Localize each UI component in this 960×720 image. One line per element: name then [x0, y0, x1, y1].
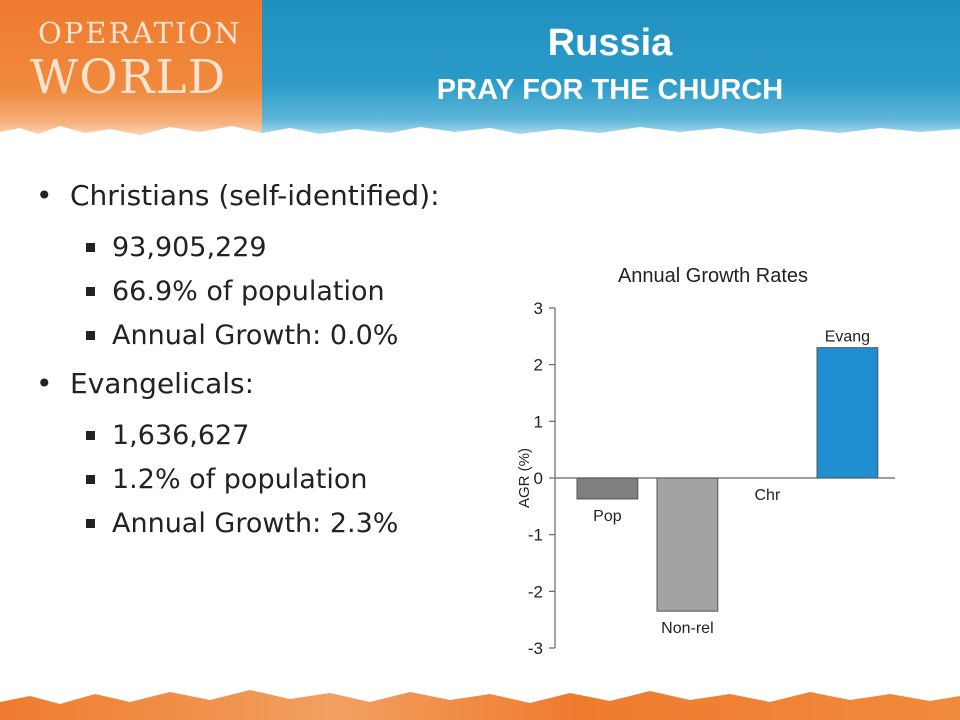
sub-bullet-text: 93,905,229 [112, 232, 267, 263]
page-title: Russia [547, 22, 673, 64]
sub-bullet-text: 1,636,627 [112, 420, 250, 451]
sub-bullet-item: 1,636,627 [36, 414, 516, 458]
logo-operation-text: OPERATION [38, 16, 242, 50]
header-banner: OPERATION WORLD Russia PRAY FOR THE CHUR… [0, 0, 960, 150]
bullet-christians: • Christians (self-identified): [36, 176, 516, 216]
bullet-label: Christians (self-identified): [70, 179, 440, 212]
category-label: Non-rel [661, 620, 713, 637]
square-bullet-icon [86, 331, 95, 340]
y-tick-label: 3 [534, 299, 543, 318]
bar-pop [576, 477, 639, 500]
christians-sublist: 93,905,229 66.9% of population Annual Gr… [36, 226, 516, 358]
chart-title: Annual Growth Rates [618, 265, 808, 287]
logo-world-text: WORLD [30, 50, 227, 105]
bullet-dot-icon: • [36, 179, 53, 212]
square-bullet-icon [86, 475, 95, 484]
bullet-list: • Christians (self-identified): 93,905,2… [36, 176, 516, 552]
banner-orange-background [0, 0, 262, 150]
sub-bullet-text: Annual Growth: 2.3% [112, 508, 399, 539]
annual-growth-chart: Annual Growth Rates AGR (%) 3 2 1 0 -1 -2 -3 Pop N… [516, 265, 895, 658]
sub-bullet-text: 1.2% of population [112, 464, 368, 495]
y-axis-label: AGR (%) [516, 448, 533, 508]
sub-bullet-item: 1.2% of population [36, 458, 516, 502]
sub-bullet-item: Annual Growth: 2.3% [36, 502, 516, 546]
sub-bullet-text: 66.9% of population [112, 276, 385, 307]
square-bullet-icon [86, 287, 95, 296]
footer-decorative-strip [0, 690, 960, 720]
category-label: Chr [755, 487, 781, 504]
bar-evang [816, 347, 879, 479]
y-tick-label: 2 [534, 356, 543, 375]
torn-paper-edge [0, 126, 960, 150]
y-tick-label: 1 [534, 412, 543, 431]
sub-bullet-text: Annual Growth: 0.0% [112, 320, 399, 351]
sub-bullet-item: 93,905,229 [36, 226, 516, 270]
sub-bullet-item: 66.9% of population [36, 270, 516, 314]
bullet-evangelicals: • Evangelicals: [36, 364, 516, 404]
bullet-label: Evangelicals: [70, 367, 255, 400]
y-tick-label: -2 [528, 582, 543, 601]
y-tick-label: -3 [528, 639, 543, 658]
evangelicals-sublist: 1,636,627 1.2% of population Annual Grow… [36, 414, 516, 546]
category-label: Evang [825, 329, 870, 346]
square-bullet-icon [86, 431, 95, 440]
page-subtitle: PRAY FOR THE CHURCH [436, 74, 784, 106]
bullet-dot-icon: • [36, 367, 53, 400]
bar-non-rel [656, 477, 719, 612]
square-bullet-icon [86, 519, 95, 528]
y-tick-label: -1 [528, 526, 543, 545]
y-tick-label: 0 [534, 469, 543, 488]
category-label: Pop [593, 508, 622, 525]
square-bullet-icon [86, 243, 95, 252]
sub-bullet-item: Annual Growth: 0.0% [36, 314, 516, 358]
